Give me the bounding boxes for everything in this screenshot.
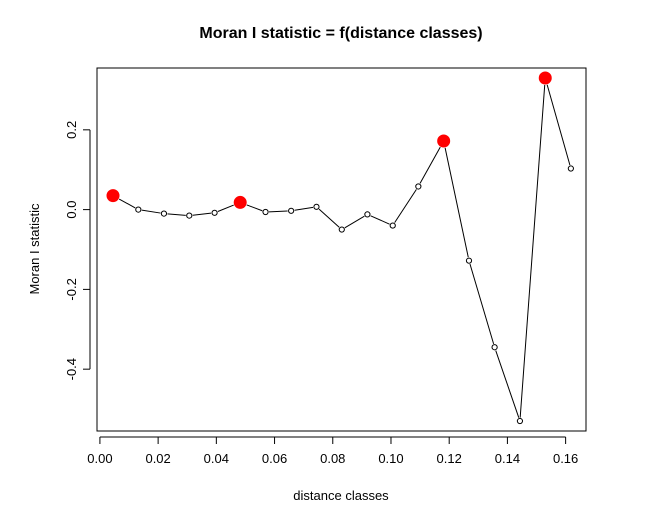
series-line bbox=[118, 84, 571, 418]
data-points bbox=[106, 71, 574, 425]
data-point bbox=[415, 183, 422, 190]
data-point bbox=[516, 417, 524, 425]
y-tick-label: -0.4 bbox=[64, 358, 79, 380]
x-tick-label: 0.04 bbox=[204, 451, 229, 466]
data-point bbox=[262, 208, 269, 216]
x-tick-label: 0.12 bbox=[437, 451, 462, 466]
x-tick-label: 0.10 bbox=[378, 451, 403, 466]
plot-frame bbox=[96, 67, 587, 432]
significant-data-point bbox=[437, 134, 451, 148]
significant-data-point bbox=[106, 189, 120, 203]
data-point bbox=[288, 207, 295, 214]
y-axis-label: Moran I statistic bbox=[27, 203, 42, 295]
data-point bbox=[211, 209, 218, 216]
significant-data-point bbox=[233, 195, 247, 209]
chart-title: Moran I statistic = f(distance classes) bbox=[199, 25, 482, 42]
x-axis: 0.00 0.02 0.04 0.06 0.08 0.10 0.12 0.14 0.16 bbox=[87, 436, 578, 466]
data-point bbox=[135, 206, 142, 213]
y-tick-label: 0.2 bbox=[64, 121, 79, 139]
x-tick-label: 0.16 bbox=[553, 451, 578, 466]
y-tick-label: -0.2 bbox=[64, 278, 79, 300]
significant-data-point bbox=[538, 71, 552, 85]
data-point bbox=[160, 210, 168, 217]
x-tick-label: 0.00 bbox=[87, 451, 112, 466]
x-axis-label: distance classes bbox=[293, 488, 389, 503]
x-tick-label: 0.14 bbox=[495, 451, 520, 466]
data-point bbox=[313, 203, 320, 210]
data-point bbox=[364, 211, 371, 218]
data-point bbox=[186, 212, 193, 219]
x-tick-label: 0.06 bbox=[262, 451, 287, 466]
data-point bbox=[338, 226, 345, 233]
data-point bbox=[389, 222, 396, 229]
x-tick-label: 0.02 bbox=[145, 451, 170, 466]
data-point bbox=[567, 165, 574, 172]
x-tick-label: 0.08 bbox=[320, 451, 345, 466]
data-point bbox=[491, 344, 498, 351]
y-axis: -0.4 -0.2 0.0 0.2 bbox=[64, 121, 91, 380]
data-point bbox=[465, 257, 473, 264]
y-tick-label: 0.0 bbox=[64, 201, 79, 219]
